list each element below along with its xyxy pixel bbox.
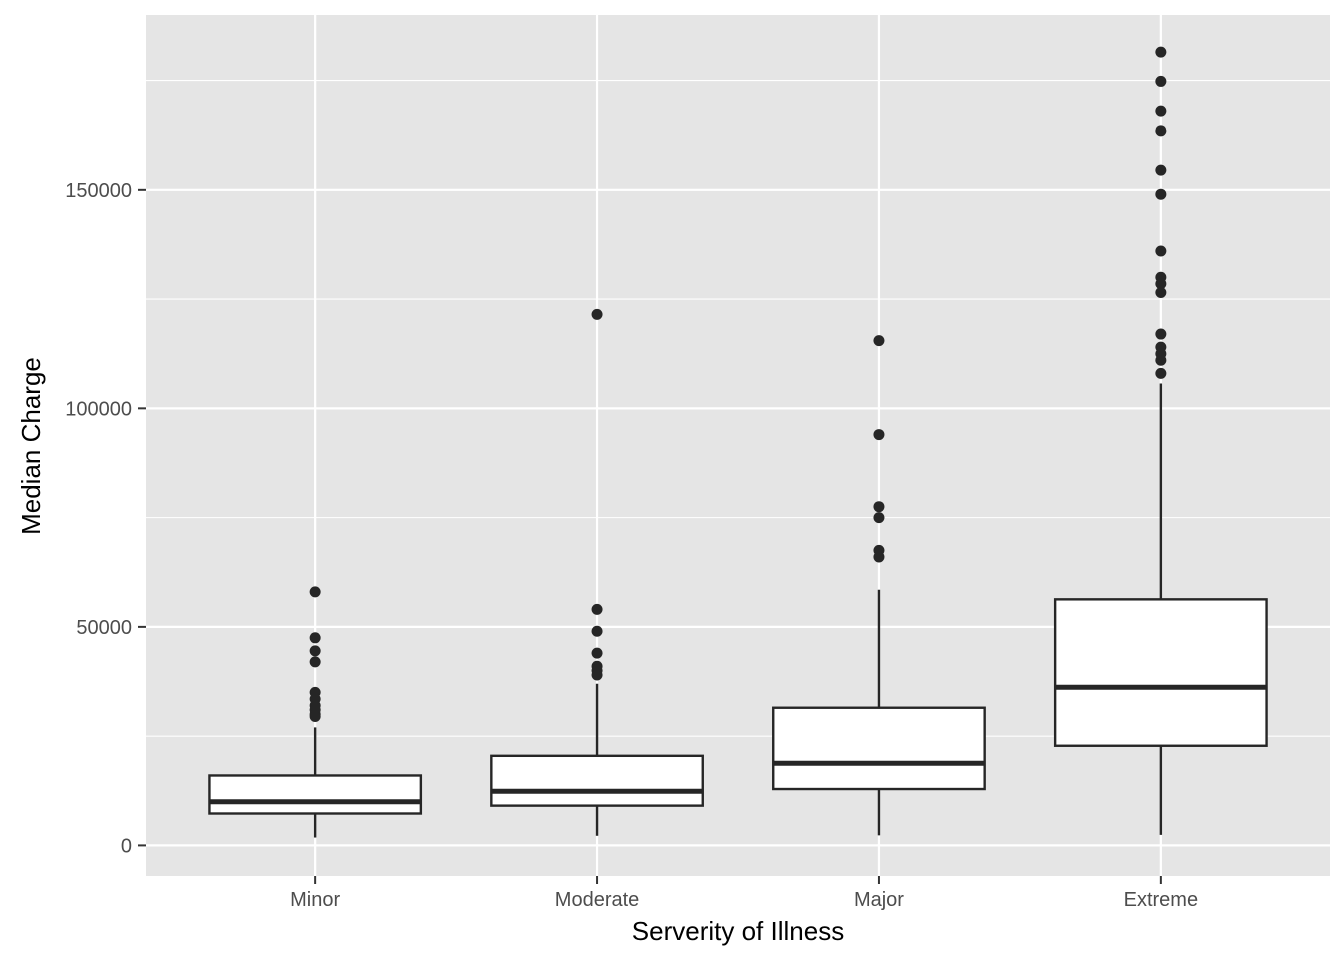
outlier-point (873, 551, 885, 563)
box-iqr (1053, 598, 1268, 747)
outlier-point (1155, 328, 1167, 340)
outlier-point (1155, 164, 1167, 176)
outlier-point (1155, 125, 1167, 137)
outlier-point (1155, 367, 1167, 379)
outlier-point (591, 647, 603, 659)
outlier-point (309, 632, 321, 644)
y-tick-label: 0 (121, 835, 132, 857)
outlier-point (873, 512, 885, 524)
outlier-point (309, 586, 321, 598)
outlier-point (1155, 278, 1167, 290)
outlier-point (1155, 245, 1167, 257)
outlier-point (1155, 105, 1167, 117)
x-tick-label: Moderate (555, 889, 640, 911)
x-tick-label: Extreme (1124, 889, 1198, 911)
x-axis: Minor Moderate Major Extreme (290, 876, 1198, 911)
x-axis-title: Serverity of Illness (632, 916, 844, 946)
outlier-point (1155, 46, 1167, 58)
box-group-extreme (1053, 46, 1268, 835)
box-iqr (772, 706, 986, 791)
outlier-point (873, 429, 885, 441)
box-group-moderate (490, 308, 704, 836)
box-group-minor (208, 586, 423, 838)
outlier-point (309, 645, 321, 657)
y-axis-title: Median Charge (16, 357, 46, 535)
y-tick-label: 150000 (65, 180, 132, 202)
outlier-point (1155, 188, 1167, 200)
x-tick-label: Minor (290, 889, 340, 911)
outlier-point (873, 501, 885, 513)
outlier-point (591, 625, 603, 637)
outlier-point (309, 656, 321, 668)
outlier-point (1155, 75, 1167, 87)
box-iqr (208, 774, 423, 815)
outlier-point (591, 669, 603, 681)
outlier-point (309, 710, 321, 722)
y-tick-label: 50000 (76, 617, 132, 639)
outlier-point (1155, 354, 1167, 366)
box-group-major (772, 335, 986, 836)
x-tick-label: Major (854, 889, 904, 911)
y-axis: 0 50000 100000 150000 (65, 180, 146, 857)
boxes-layer (208, 46, 1268, 838)
outlier-point (873, 335, 885, 347)
outlier-point (1155, 287, 1167, 299)
box-iqr (490, 754, 704, 807)
outlier-point (591, 603, 603, 615)
y-tick-label: 100000 (65, 398, 132, 420)
outlier-point (591, 308, 603, 320)
